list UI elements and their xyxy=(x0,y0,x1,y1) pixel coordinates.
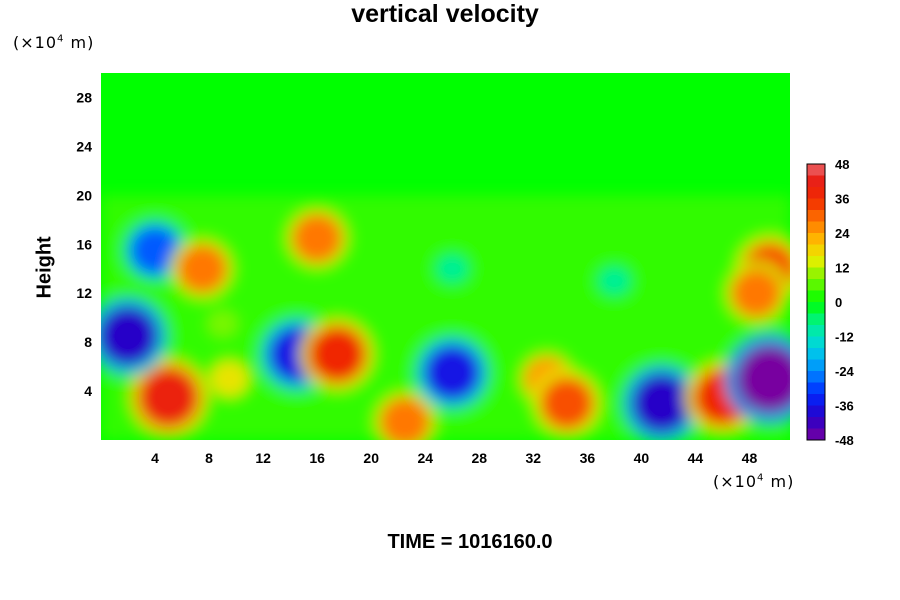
colorbar-swatch xyxy=(807,175,825,188)
x-unit-base: (×10 xyxy=(713,472,758,491)
x-tick-label: 4 xyxy=(151,450,159,466)
colorbar-tick-label: -48 xyxy=(835,433,854,448)
y-tick-label: 4 xyxy=(84,383,92,399)
y-tick-label: 24 xyxy=(76,138,92,154)
x-tick-label: 8 xyxy=(205,450,213,466)
colorbar-tick-label: 12 xyxy=(835,261,849,276)
x-tick-label: 48 xyxy=(742,450,758,466)
colorbar-swatch xyxy=(807,187,825,199)
colorbar-swatch xyxy=(807,405,825,418)
x-tick-label: 44 xyxy=(688,450,704,466)
x-tick-label: 24 xyxy=(417,450,433,466)
velocity-field xyxy=(101,195,790,440)
velocity-cell xyxy=(380,397,430,440)
colorbar-tick-label: 0 xyxy=(835,295,842,310)
y-unit-exp: 4 xyxy=(57,33,65,45)
velocity-cell xyxy=(598,266,630,295)
velocity-cell xyxy=(424,344,481,401)
colorbar-swatch xyxy=(807,417,825,429)
x-unit-tail: m) xyxy=(764,472,795,491)
y-unit-tail: m) xyxy=(64,33,95,52)
colorbar-swatch xyxy=(807,382,825,395)
colorbar-swatch xyxy=(807,279,825,291)
colorbar-swatch xyxy=(807,325,825,337)
x-axis-unit: (×104 m) xyxy=(713,472,794,491)
colorbar-tick-label: -12 xyxy=(835,330,854,345)
x-tick-label: 40 xyxy=(634,450,650,466)
colorbar-swatch xyxy=(807,164,825,176)
colorbar-swatch xyxy=(807,267,825,280)
velocity-cell xyxy=(210,360,249,397)
colorbar-swatch xyxy=(807,198,825,211)
colorbar-swatch xyxy=(807,371,825,383)
colorbar-swatch xyxy=(807,348,825,360)
colorbar-swatch xyxy=(807,302,825,314)
colorbar-swatch xyxy=(807,233,825,245)
velocity-cell xyxy=(138,367,199,428)
y-tick-label: 8 xyxy=(84,334,92,350)
x-tick-label: 36 xyxy=(580,450,596,466)
x-unit-exp: 4 xyxy=(757,472,765,484)
velocity-cell xyxy=(736,344,790,413)
y-tick-label: 16 xyxy=(76,236,92,252)
colorbar-swatch xyxy=(807,336,825,349)
velocity-cell xyxy=(292,214,342,263)
velocity-cell xyxy=(731,269,781,318)
velocity-cell xyxy=(206,309,239,338)
colorbar-swatch xyxy=(807,394,825,406)
plot-area xyxy=(101,73,790,440)
y-tick-label: 20 xyxy=(76,187,92,203)
colorbar-swatch xyxy=(807,359,825,372)
colorbar-swatch xyxy=(807,210,825,222)
x-axis-ticks: 4 8 12 16 20 24 28 32 36 40 44 48 xyxy=(151,450,757,466)
x-tick-label: 32 xyxy=(526,450,542,466)
y-axis-ticks: 4 8 12 16 20 24 28 xyxy=(76,89,92,399)
velocity-cell xyxy=(631,373,692,434)
colorbar-swatch xyxy=(807,428,825,441)
velocity-cell xyxy=(436,254,468,283)
y-tick-label: 12 xyxy=(76,285,92,301)
velocity-cell xyxy=(177,244,227,293)
colorbar-swatch xyxy=(807,221,825,234)
velocity-cell xyxy=(540,377,594,430)
colorbar-swatch xyxy=(807,290,825,303)
y-axis-unit: (×104 m) xyxy=(13,33,94,52)
x-tick-label: 20 xyxy=(363,450,379,466)
colorbar-swatch xyxy=(807,244,825,257)
x-tick-label: 28 xyxy=(471,450,487,466)
velocity-cell xyxy=(130,226,180,275)
chart-title: vertical velocity xyxy=(351,0,539,28)
colorbar-tick-label: 36 xyxy=(835,192,849,207)
colorbar-tick-label: -36 xyxy=(835,399,854,414)
colorbar-tick-label: 48 xyxy=(835,157,849,172)
colorbar-tick-label: 24 xyxy=(835,226,850,241)
velocity-cell xyxy=(101,306,159,367)
colorbar-frame xyxy=(806,163,826,441)
x-tick-label: 16 xyxy=(309,450,325,466)
y-tick-label: 28 xyxy=(76,89,92,105)
colorbar-swatch xyxy=(807,313,825,326)
velocity-cell xyxy=(309,326,366,383)
colorbar-swatch xyxy=(807,256,825,268)
time-label: TIME = 1016160.0 xyxy=(387,531,553,553)
colorbar-tick-label: -24 xyxy=(835,364,855,379)
y-unit-base: (×10 xyxy=(13,33,58,52)
x-tick-label: 12 xyxy=(255,450,271,466)
colorbar: 48 36 24 12 0 -12 -24 -36 -48 xyxy=(806,157,855,448)
